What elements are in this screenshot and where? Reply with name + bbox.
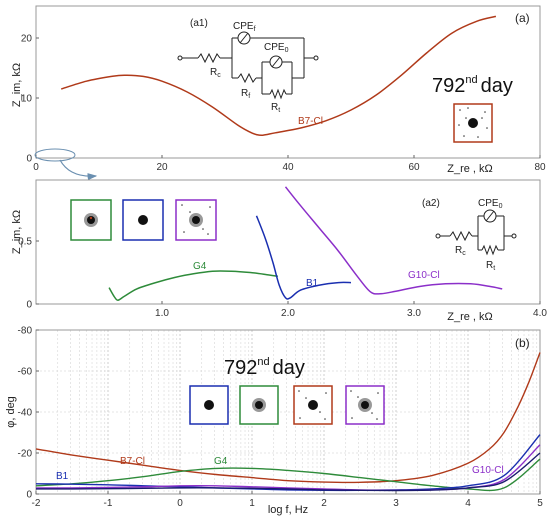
series-line-dark-blue-phase bbox=[35, 452, 541, 492]
cpe-0-a2-slash bbox=[485, 210, 495, 222]
specimen-icon-g4-b bbox=[239, 385, 279, 425]
resistor-rc-a2 bbox=[449, 230, 473, 242]
y-tick-label: 20 bbox=[21, 34, 33, 45]
label-cpe-0: CPE0 bbox=[264, 42, 289, 54]
series-line-b1-nyquist bbox=[255, 215, 352, 300]
zoom-ellipse bbox=[34, 148, 76, 162]
terminal bbox=[511, 233, 517, 239]
y-tick-label: 0 bbox=[26, 490, 32, 501]
x-tick-label: 2 bbox=[321, 498, 327, 509]
x-tick-label: -2 bbox=[32, 498, 41, 509]
series-line-b7-cl-phase bbox=[35, 352, 541, 484]
circuit-a2: (a2) CPE0 Rc Rt bbox=[422, 198, 517, 272]
specimen-icon-g4-a2 bbox=[70, 199, 112, 241]
label-cpe-0-a2: CPE0 bbox=[478, 198, 503, 210]
axis-title-y-b: φ, deg bbox=[5, 396, 17, 428]
panel-a2-frame bbox=[35, 179, 541, 305]
x-tick-label: 60 bbox=[408, 162, 420, 173]
series-label-g10-cl-nyquist: G10-Cl bbox=[408, 270, 440, 281]
day-annotation-a: 792nd day bbox=[432, 74, 513, 97]
resistor-rt bbox=[269, 88, 287, 100]
x-tick-label: 2.0 bbox=[281, 308, 295, 319]
resistor-rt-a2 bbox=[481, 244, 499, 256]
x-tick-label: 3.0 bbox=[407, 308, 421, 319]
series-label-g4-phase: G4 bbox=[214, 456, 228, 467]
y-tick-label: 0 bbox=[26, 300, 32, 311]
circuit-a1-tag: (a1) bbox=[190, 18, 208, 29]
cpe-0-slash bbox=[271, 56, 281, 68]
circuit-a1: (a1) CPEf CPE bbox=[177, 18, 319, 114]
series-label-b7-cl-phase: B7-Cl bbox=[120, 456, 145, 467]
y-tick-label: -40 bbox=[18, 408, 33, 419]
axis-title-x-b: log f, Hz bbox=[268, 504, 308, 516]
day-annotation-b: 792nd day bbox=[224, 356, 305, 379]
x-tick-label: 3 bbox=[393, 498, 399, 509]
series-label-b1-nyquist: B1 bbox=[306, 278, 319, 289]
y-tick-label: -20 bbox=[18, 449, 33, 460]
label-rf: Rf bbox=[241, 88, 250, 100]
x-tick-label: 4.0 bbox=[533, 308, 547, 319]
x-tick-label: 0 bbox=[33, 162, 39, 173]
label-rt-a2: Rt bbox=[486, 260, 495, 272]
x-tick-label: 20 bbox=[156, 162, 168, 173]
x-tick-label: 40 bbox=[282, 162, 294, 173]
series-label-b7-cl-nyquist: B7-Cl bbox=[298, 116, 323, 127]
y-tick-label: -80 bbox=[18, 326, 33, 337]
x-tick-label: 0 bbox=[177, 498, 183, 509]
panel-b: (b) -2 -1 0 1 2 3 4 50-20-40-60-80 B7-Cl G4 B1 … bbox=[5, 326, 543, 517]
zoom-arrow bbox=[59, 159, 98, 181]
specimen-icon-b1-a2 bbox=[122, 199, 164, 241]
y-tick-label: 10 bbox=[21, 94, 33, 105]
x-tick-label: 5 bbox=[537, 498, 543, 509]
label-rt: Rt bbox=[271, 102, 280, 114]
series-line-b7-cl-nyquist bbox=[60, 15, 497, 137]
y-tick-label: 0 bbox=[26, 154, 32, 165]
specimen-icon-g10-cl-a2 bbox=[175, 199, 217, 241]
terminal bbox=[177, 55, 183, 61]
axis-title-y-a2: Z_im, kΩ bbox=[11, 210, 23, 254]
panel-a-letter: (a) bbox=[515, 11, 530, 25]
terminal bbox=[435, 233, 441, 239]
x-tick-label: -1 bbox=[104, 498, 113, 509]
label-cpe-f: CPEf bbox=[233, 21, 256, 33]
axis-title-x-a: Z_re , kΩ bbox=[447, 163, 493, 175]
series-line-g10-cl-nyquist bbox=[284, 186, 503, 295]
x-tick-label: 80 bbox=[534, 162, 546, 173]
x-tick-label: 1.0 bbox=[155, 308, 169, 319]
series-line-b1-phase bbox=[35, 434, 541, 492]
specimen-icon-b7-cl-a bbox=[453, 103, 493, 143]
x-tick-label: 4 bbox=[465, 498, 471, 509]
label-rc-a2: Rc bbox=[455, 245, 466, 257]
y-tick-label: 0.5 bbox=[18, 237, 32, 248]
axis-title-x-a2: Z_re , kΩ bbox=[447, 311, 493, 323]
cpe-f-slash bbox=[239, 32, 249, 44]
axis-title-y-a: Z_im, kΩ bbox=[11, 63, 23, 107]
resistor-rf bbox=[237, 72, 257, 84]
specimen-icon-g10-cl-b bbox=[345, 385, 385, 425]
label-rc: Rc bbox=[210, 67, 221, 79]
x-tick-label: 1 bbox=[249, 498, 255, 509]
panel-a: (a) 0 20 40 60 80 0 10 20 B7-Cl Z_im, kΩ Z_re ,… bbox=[11, 5, 546, 181]
terminal bbox=[313, 55, 319, 61]
y-tick-label: -60 bbox=[18, 367, 33, 378]
circuit-a2-tag: (a2) bbox=[422, 198, 440, 209]
panel-b-letter: (b) bbox=[515, 336, 530, 350]
series-label-b1-phase: B1 bbox=[56, 471, 69, 482]
resistor-rc bbox=[197, 52, 221, 64]
series-line-g4-nyquist bbox=[108, 270, 279, 301]
series-label-g10-cl-phase: G10-Cl bbox=[472, 465, 504, 476]
specimen-icon-b1-b bbox=[189, 385, 229, 425]
series-label-g4-nyquist: G4 bbox=[193, 261, 207, 272]
specimen-icon-b7-cl-b bbox=[293, 385, 333, 425]
panel-a2: 1.0 2.0 3.0 4.0 0 0.5 G4 B1 G10-Cl Z_im, kΩ Z… bbox=[11, 179, 547, 323]
